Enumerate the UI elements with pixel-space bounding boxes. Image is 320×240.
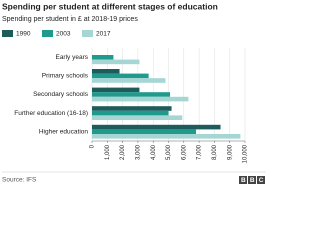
chart-subtitle: Spending per student in £ at 2018-19 pri… <box>2 16 138 23</box>
legend-label: 2003 <box>56 31 71 38</box>
chart-title: Spending per student at different stages… <box>2 1 218 11</box>
x-tick-label: 2,000 <box>120 144 126 160</box>
bar <box>92 106 172 111</box>
x-tick-label: 3,000 <box>135 144 141 160</box>
legend-label: 2017 <box>96 31 111 38</box>
bar <box>92 78 166 83</box>
logo-box <box>239 176 247 184</box>
x-tick-label: 6,000 <box>181 144 187 160</box>
x-tick-label: 1,000 <box>105 144 111 160</box>
x-tick-label: 10,000 <box>243 144 249 163</box>
x-tick-label: 7,000 <box>197 144 203 160</box>
y-tick-label: Secondary schools <box>33 91 89 98</box>
x-tick-label: 0 <box>90 144 96 148</box>
legend-swatch <box>42 30 53 37</box>
logo: BBC <box>241 177 268 184</box>
y-tick-label: Further education (16-18) <box>14 110 88 117</box>
logo-box <box>257 176 265 184</box>
x-tick-label: 8,000 <box>212 144 218 160</box>
bar <box>92 115 183 120</box>
x-tick-label: 9,000 <box>227 144 233 160</box>
y-tick-label: Primary schools <box>42 73 89 80</box>
bar <box>92 134 241 139</box>
y-tick-label: Higher education <box>39 128 89 135</box>
bar <box>92 92 171 97</box>
source: Source: IFS <box>2 177 37 184</box>
bar <box>92 87 140 93</box>
y-tick-label: Early years <box>55 54 88 61</box>
bar <box>92 55 114 60</box>
chart: Spending per student at different stages… <box>2 1 268 184</box>
x-tick-label: 4,000 <box>151 144 157 160</box>
legend-swatch <box>82 30 93 37</box>
bar <box>92 73 149 79</box>
logo-box <box>248 176 256 184</box>
legend-label: 1990 <box>16 31 31 38</box>
bar <box>92 96 189 102</box>
bar <box>92 59 140 65</box>
x-tick-label: 5,000 <box>166 144 172 160</box>
bar <box>92 69 120 74</box>
legend-swatch <box>2 30 13 37</box>
bar <box>92 124 221 130</box>
bar <box>92 129 197 134</box>
bar <box>92 110 169 116</box>
